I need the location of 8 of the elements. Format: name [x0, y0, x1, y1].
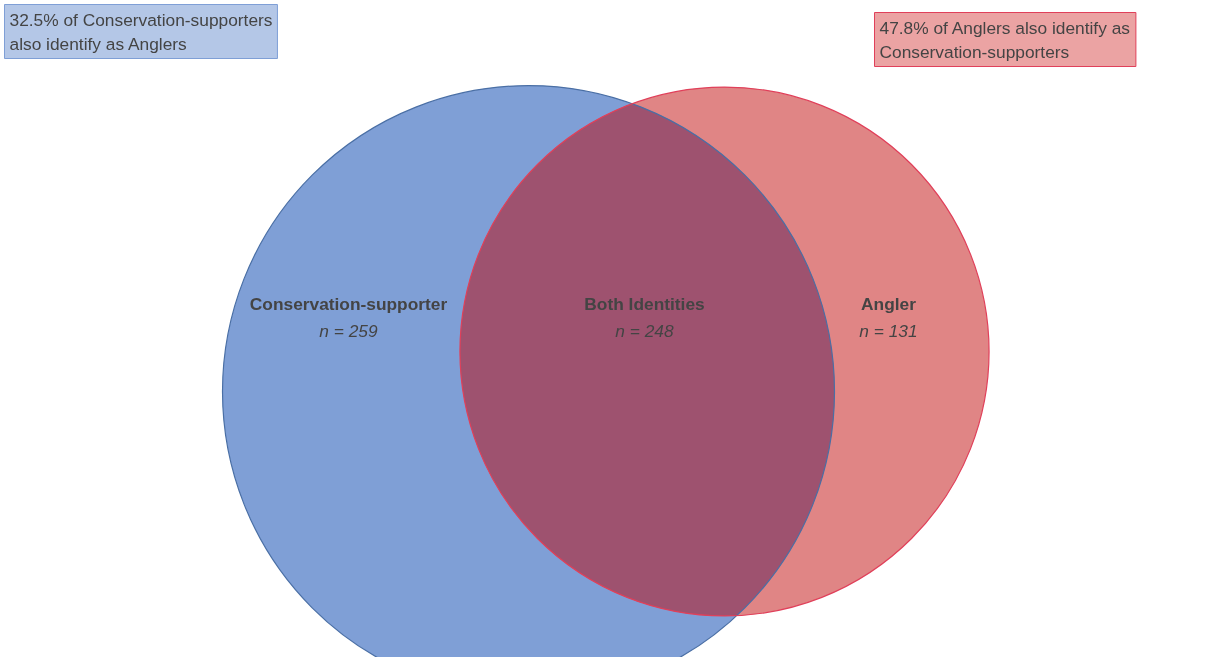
- category-label: Angler: [861, 293, 917, 314]
- text: 32.5% of Conservation-supporters also identify as Anglers: [9, 9, 273, 54]
- category-label: Both Identities: [584, 293, 705, 314]
- category-label: Conservation-supporter: [249, 293, 448, 314]
- text: 47.8% of Anglers also identify as Conservation-supporters: [879, 17, 1131, 62]
- data-label: n = 259: [319, 320, 379, 341]
- data-label: n = 131: [859, 320, 918, 341]
- data-label: n = 248: [615, 320, 675, 341]
